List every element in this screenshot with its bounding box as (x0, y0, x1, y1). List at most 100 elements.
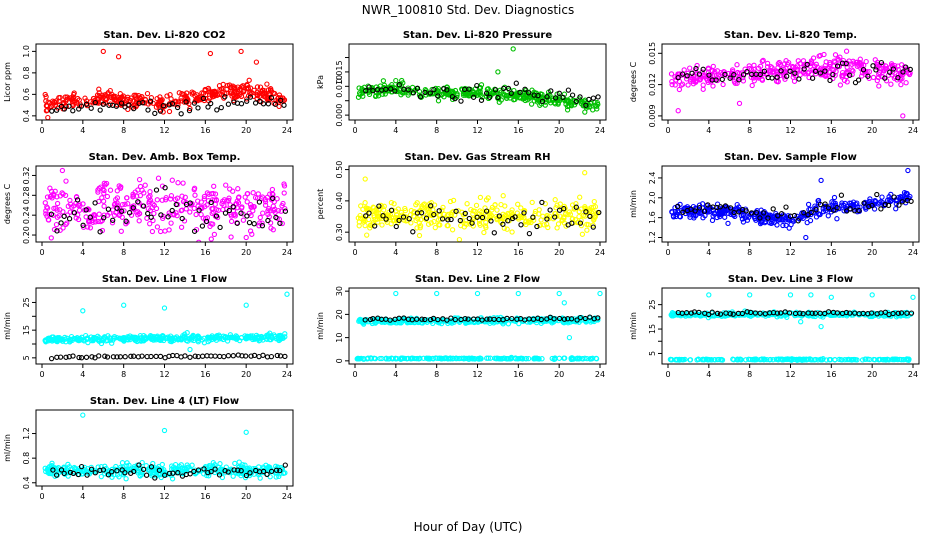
reference-point (908, 198, 914, 204)
chart-title: Stan. Dev. Li-820 Temp. (724, 30, 857, 41)
data-point (231, 85, 237, 92)
data-point (870, 74, 877, 81)
data-point (280, 335, 286, 341)
x-tick-label: 16 (826, 126, 836, 135)
data-point (408, 220, 414, 226)
data-point (101, 203, 107, 209)
reference-point (878, 59, 885, 66)
x-tick-label: 16 (200, 370, 210, 379)
reference-point (251, 221, 257, 227)
data-point (46, 217, 52, 223)
reference-point (208, 468, 214, 475)
reference-point (88, 105, 94, 111)
data-point (373, 93, 379, 99)
data-point (770, 357, 776, 363)
y-axis-label: ml/min (3, 312, 12, 340)
reference-point (861, 200, 867, 206)
reference-point (796, 76, 802, 82)
data-point (767, 356, 774, 363)
reference-point (492, 87, 499, 93)
data-point (771, 69, 777, 75)
reference-point (551, 316, 557, 322)
x-tick-label: 0 (39, 492, 44, 501)
data-point (172, 98, 179, 104)
x-tick-label: 12 (159, 248, 169, 257)
outlier-point (238, 48, 244, 55)
reference-point (865, 73, 871, 79)
data-point (198, 211, 204, 218)
reference-point (222, 94, 228, 100)
chart-title: Stan. Dev. Line 1 Flow (102, 274, 227, 285)
reference-point (491, 230, 497, 236)
data-point (137, 183, 144, 190)
reference-point (689, 70, 695, 76)
data-point (515, 356, 521, 362)
data-point (109, 340, 115, 346)
x-tick-label: 8 (747, 248, 752, 257)
reference-point (696, 71, 703, 77)
reference-point (221, 353, 227, 360)
data-point (402, 205, 408, 212)
data-point (447, 198, 454, 205)
data-point (107, 87, 113, 94)
reference-point (147, 98, 154, 104)
reference-point (244, 213, 250, 219)
reference-point (534, 223, 540, 230)
reference-point (866, 203, 872, 210)
data-point (43, 211, 49, 217)
reference-point (774, 310, 781, 316)
data-point (892, 74, 899, 80)
data-point (122, 467, 128, 473)
data-point (791, 78, 798, 84)
data-point (590, 107, 596, 113)
reference-point (822, 201, 828, 207)
data-point (240, 462, 246, 468)
data-point (830, 312, 836, 318)
y-tick-label: 0.000 (335, 104, 344, 127)
data-point (63, 178, 69, 184)
data-point (758, 219, 765, 226)
reference-point (264, 471, 270, 478)
data-point (172, 196, 179, 203)
reference-point (573, 98, 579, 105)
reference-point (53, 472, 60, 478)
x-tick-label: 8 (434, 126, 439, 135)
reference-point (761, 68, 768, 74)
data-point (101, 212, 107, 218)
data-point (376, 215, 383, 221)
data-point (181, 466, 187, 472)
reference-point (183, 99, 189, 105)
data-point (531, 355, 538, 361)
reference-point (97, 467, 103, 474)
data-point (827, 59, 833, 66)
data-point (398, 355, 404, 361)
data-point (591, 216, 597, 222)
data-point (766, 212, 772, 218)
data-point (158, 474, 164, 481)
data-point (808, 357, 814, 363)
data-point (66, 464, 73, 470)
data-point (245, 86, 251, 92)
x-tick-label: 4 (393, 248, 398, 257)
reference-point (282, 462, 288, 468)
data-point (260, 210, 266, 216)
y-tick-label: 0.50 (335, 161, 344, 179)
reference-point (135, 199, 141, 205)
reference-point (366, 84, 372, 90)
data-point (202, 216, 209, 222)
reference-point (809, 310, 815, 316)
data-point (436, 222, 442, 228)
data-point (901, 189, 908, 196)
data-point (523, 356, 529, 362)
reference-point (48, 355, 55, 362)
data-point (820, 356, 826, 362)
data-point (279, 220, 285, 227)
data-point (131, 465, 137, 471)
outlier-point (121, 302, 127, 308)
reference-point (770, 206, 776, 212)
data-point (163, 195, 169, 201)
reference-point (692, 208, 698, 214)
data-point (554, 202, 560, 208)
reference-point (878, 206, 884, 212)
reference-point (700, 66, 706, 72)
